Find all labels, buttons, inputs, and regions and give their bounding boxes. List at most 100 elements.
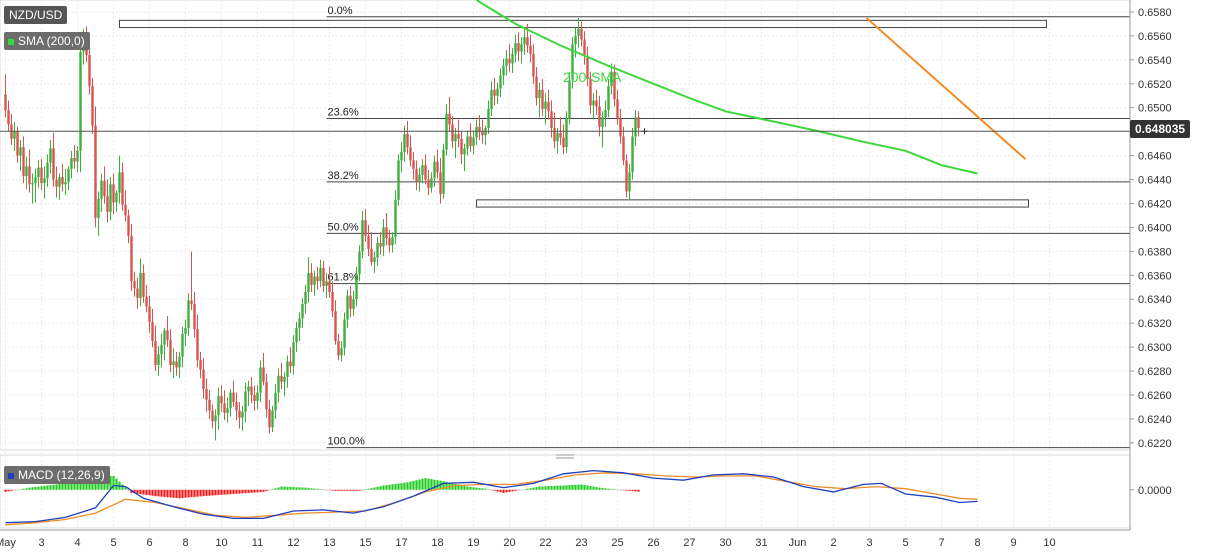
candle-body <box>343 319 346 349</box>
x-tick-label: 12 <box>287 537 299 549</box>
candle-body <box>514 43 517 54</box>
candle-body <box>4 94 7 111</box>
macd-histogram-bar <box>496 489 499 492</box>
macd-histogram-bar <box>52 484 55 490</box>
candle-body <box>97 198 100 218</box>
candle-body <box>472 137 475 147</box>
candle-body <box>637 117 640 129</box>
descending-trendline <box>865 17 1027 160</box>
macd-histogram-bar <box>601 487 604 490</box>
macd-histogram-bar <box>634 489 637 492</box>
macd-histogram-bar <box>172 489 175 498</box>
macd-histogram-bar <box>637 489 640 492</box>
x-tick-label: 13 <box>323 537 335 549</box>
candle-body <box>160 344 163 355</box>
candle-body <box>355 274 358 300</box>
macd-histogram-bar <box>304 487 307 490</box>
candle-body <box>442 149 445 194</box>
macd-histogram-bar <box>406 482 409 490</box>
candle-body <box>334 311 337 342</box>
macd-histogram-bar <box>568 485 571 490</box>
candle-body <box>172 361 175 366</box>
macd-histogram-bar <box>391 484 394 490</box>
candle-body <box>466 136 469 149</box>
macd-histogram-bar <box>505 489 508 493</box>
candle-body <box>211 410 214 422</box>
macd-histogram-bar <box>523 489 526 490</box>
candle-body <box>184 327 187 334</box>
candle-body <box>49 148 52 163</box>
candle-body <box>28 166 31 185</box>
macd-histogram-bar <box>610 489 613 490</box>
x-tick-label: 2 <box>830 537 836 549</box>
candle-body <box>142 272 145 297</box>
candle-body <box>418 174 421 182</box>
macd-histogram-bar <box>442 481 445 490</box>
candle-body <box>559 132 562 138</box>
macd-histogram-bar <box>271 489 274 490</box>
macd-histogram-bar <box>424 478 427 490</box>
candle-body <box>379 242 382 247</box>
macd-histogram-bar <box>490 489 493 491</box>
candle-body <box>109 184 112 212</box>
candle-body <box>346 295 349 320</box>
candle-body <box>511 53 514 64</box>
macd-histogram-bar <box>616 489 619 491</box>
x-tick-label: 10 <box>215 537 227 549</box>
candle-body <box>16 131 19 156</box>
fib-level-label: 23.6% <box>328 106 359 118</box>
y-tick-label: 0.6220 <box>1138 438 1172 450</box>
candle-body <box>400 151 403 161</box>
macd-histogram-bar <box>298 487 301 490</box>
candle-body <box>73 157 76 162</box>
x-tick-label: May <box>0 537 16 549</box>
macd-histogram-bar <box>352 489 355 491</box>
candle-body <box>313 276 316 285</box>
macd-histogram-bar <box>133 489 136 494</box>
candle-body <box>340 348 343 356</box>
macd-histogram-bar <box>208 489 211 496</box>
candle-body <box>52 148 55 180</box>
candle-body <box>25 166 28 176</box>
macd-histogram-bar <box>553 485 556 490</box>
candle-body <box>106 196 109 212</box>
x-tick-label: 8 <box>182 537 188 549</box>
macd-histogram-bar <box>484 488 487 490</box>
macd-panel: 0.0000 <box>4 469 1172 526</box>
candle-body <box>415 168 418 182</box>
macd-histogram-bar <box>265 489 268 491</box>
macd-histogram-bar <box>379 486 382 490</box>
symbol-badge: NZD/USD <box>4 6 68 24</box>
macd-histogram-bar <box>508 489 511 492</box>
candle-body <box>481 131 484 136</box>
candle-body <box>634 117 637 137</box>
x-tick-label: 5 <box>110 537 116 549</box>
candle-body <box>310 272 313 285</box>
candle-body <box>37 167 40 178</box>
candle-body <box>460 138 463 155</box>
candle-body <box>280 375 283 382</box>
macd-histogram-bar <box>64 483 67 490</box>
candle-body <box>613 71 616 100</box>
macd-histogram-bar <box>82 478 85 490</box>
macd-histogram-bar <box>409 481 412 490</box>
macd-histogram-bar <box>334 489 337 491</box>
candle-body <box>139 272 142 299</box>
candle-body <box>58 177 61 187</box>
macd-histogram-bar <box>178 489 181 499</box>
candle-body <box>133 281 136 289</box>
candle-body <box>151 321 154 342</box>
macd-histogram-bar <box>259 489 262 493</box>
macd-histogram-bar <box>463 485 466 490</box>
candle-body <box>157 354 160 366</box>
candle-body <box>424 165 427 180</box>
x-tick-label: 18 <box>431 537 443 549</box>
macd-histogram-bar <box>148 489 151 496</box>
macd-histogram-bar <box>31 487 34 490</box>
macd-histogram-bar <box>628 489 631 491</box>
candle-body <box>490 89 493 109</box>
x-tick-label: 25 <box>611 537 623 549</box>
candle-body <box>352 299 355 309</box>
candle-body <box>64 181 67 185</box>
macd-histogram-bar <box>577 484 580 490</box>
